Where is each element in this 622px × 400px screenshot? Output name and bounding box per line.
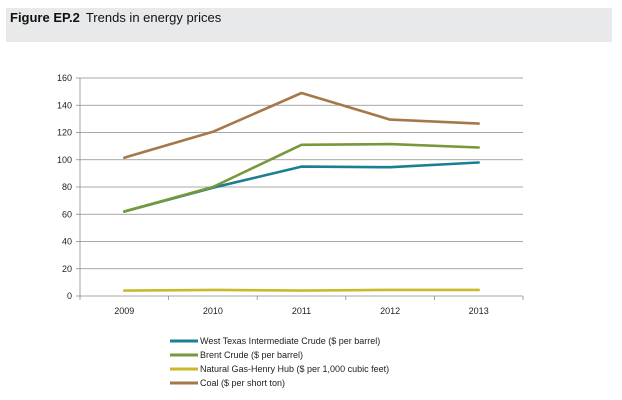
legend-label-3: Coal ($ per short ton) bbox=[200, 378, 285, 388]
series-line-3 bbox=[123, 91, 481, 159]
x-tick-label-2009: 2009 bbox=[114, 306, 134, 316]
y-tick-label-140: 140 bbox=[57, 100, 72, 110]
legend-label-2: Natural Gas-Henry Hub ($ per 1,000 cubic… bbox=[200, 364, 389, 374]
y-tick-label-80: 80 bbox=[62, 182, 72, 192]
y-tick-label-20: 20 bbox=[62, 264, 72, 274]
series-line-1 bbox=[123, 142, 481, 213]
y-tick-label-40: 40 bbox=[62, 237, 72, 247]
y-tick-label-120: 120 bbox=[57, 128, 72, 138]
figure-title: Figure EP.2 Trends in energy prices bbox=[10, 10, 221, 25]
figure-header-band bbox=[6, 8, 612, 42]
x-tick-label-2012: 2012 bbox=[380, 306, 400, 316]
figure-number: Figure EP.2 bbox=[10, 10, 80, 25]
legend-label-0: West Texas Intermediate Crude ($ per bar… bbox=[200, 336, 380, 346]
y-tick-label-60: 60 bbox=[62, 209, 72, 219]
x-tick-label-2011: 2011 bbox=[292, 306, 311, 316]
legend-label-1: Brent Crude ($ per barrel) bbox=[200, 350, 303, 360]
y-tick-label-160: 160 bbox=[57, 73, 72, 83]
x-tick-label-2010: 2010 bbox=[203, 306, 223, 316]
series-line-2 bbox=[123, 288, 481, 292]
figure-title-text: Trends in energy prices bbox=[85, 10, 222, 25]
y-tick-label-0: 0 bbox=[67, 291, 72, 301]
y-tick-label-100: 100 bbox=[57, 155, 72, 165]
x-tick-label-2013: 2013 bbox=[469, 306, 489, 316]
